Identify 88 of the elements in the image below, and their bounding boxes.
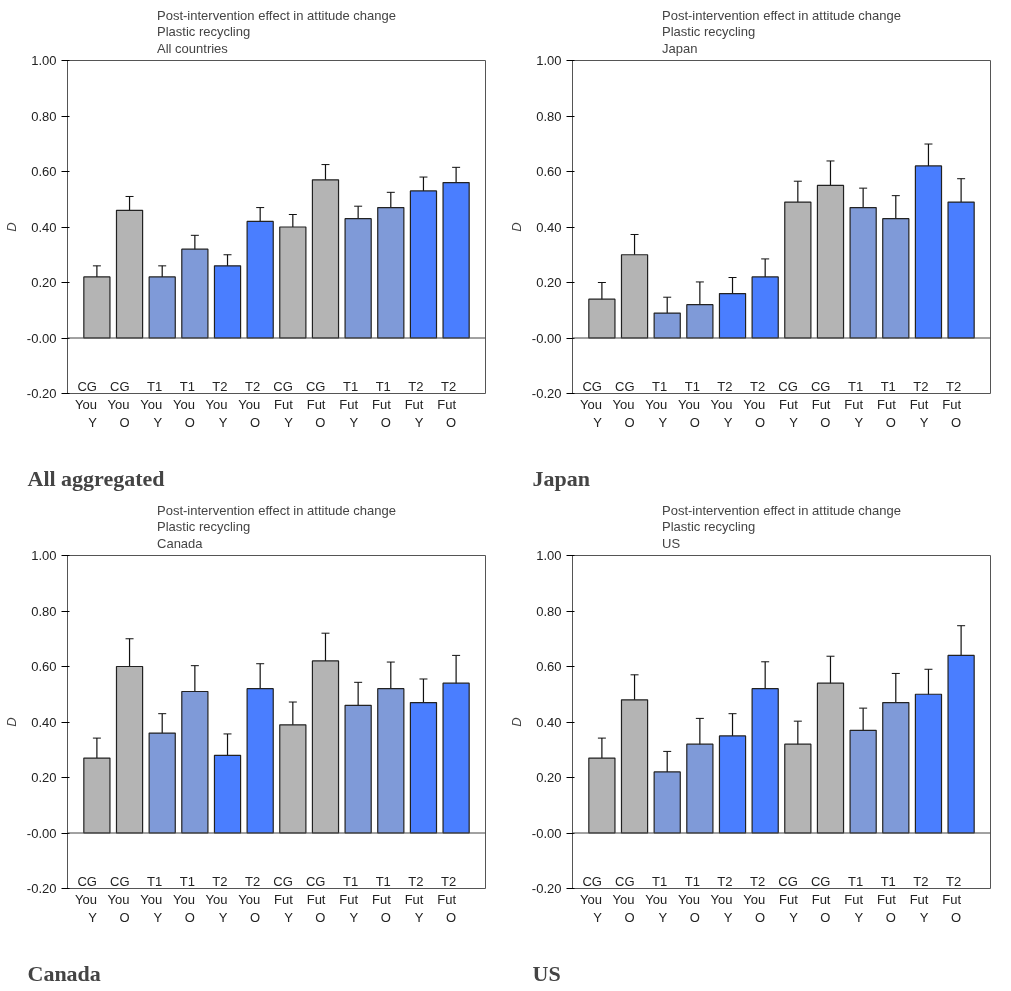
x-tick-label: T2 You Y: [205, 379, 228, 430]
x-tick-label: CG You O: [107, 379, 130, 430]
y-tick-label: -0.00: [531, 330, 562, 346]
y-tick-label: 0.20: [31, 275, 57, 290]
y-axis-title: D: [3, 717, 19, 727]
x-tick-label: T2 You Y: [710, 874, 733, 925]
y-axis-title: D: [508, 222, 524, 232]
x-tick-label: T1 You O: [677, 379, 700, 430]
text: All aggregated: [27, 465, 165, 491]
chart-title: Post-intervention effect in attitude change Plastic recycling Japan: [662, 7, 901, 56]
x-tick-label: T1 You O: [172, 379, 195, 430]
x-tick-label: T2 Fut O: [437, 379, 457, 430]
x-tick-label: T1 Fut O: [372, 379, 392, 430]
y-tick-label: 1.00: [536, 53, 562, 68]
y-tick-label: -0.00: [26, 825, 57, 841]
x-tick-label: CG You O: [612, 379, 635, 430]
y-tick-label: 0.40: [536, 714, 562, 730]
y-tick-label: 0.20: [31, 770, 57, 785]
x-tick-label: T2 Fut O: [437, 874, 457, 925]
x-tick-label: T1 You Y: [140, 874, 163, 925]
y-tick-label: 1.00: [31, 548, 57, 563]
y-tick-label: 0.80: [536, 108, 562, 124]
x-tick-label: T1 Fut Y: [844, 874, 864, 925]
x-tick-label: T1 Fut Y: [339, 874, 359, 925]
y-tick-label: 0.60: [31, 164, 57, 179]
y-tick-label: 0.80: [536, 603, 562, 619]
x-tick-label: T1 You O: [677, 874, 700, 925]
y-tick-label: -0.20: [26, 386, 57, 401]
x-tick-label: CG Fut Y: [778, 379, 799, 430]
chart-title: Post-intervention effect in attitude change Plastic recycling Canada: [157, 502, 396, 551]
x-tick-label: T1 Fut O: [877, 874, 897, 925]
x-tick-label: CG Fut O: [810, 379, 831, 430]
x-tick-label: T2 Fut Y: [404, 874, 424, 925]
x-tick-label: CG Fut O: [305, 379, 326, 430]
x-tick-label: CG You Y: [579, 379, 603, 430]
y-tick-label: 0.60: [536, 659, 562, 674]
x-tick-label: T2 Fut Y: [909, 379, 929, 430]
y-tick-label: -0.20: [531, 881, 562, 896]
x-tick-label: T2 You O: [743, 379, 766, 430]
chart-title: Post-intervention effect in attitude change Plastic recycling US: [662, 502, 901, 551]
y-tick-label: 0.80: [31, 603, 57, 619]
x-tick-label: CG You Y: [579, 874, 603, 925]
y-tick-label: -0.20: [531, 386, 562, 401]
y-tick-label: 0.80: [31, 108, 57, 124]
x-tick-label: T2 Fut Y: [404, 379, 424, 430]
y-tick-label: 0.60: [31, 659, 57, 674]
text: US: [532, 960, 561, 986]
x-tick-label: CG You O: [107, 874, 130, 925]
x-tick-label: T2 You O: [743, 874, 766, 925]
x-tick-label: T1 Fut Y: [339, 379, 359, 430]
y-tick-label: 0.40: [31, 714, 57, 730]
x-tick-label: T2 Fut O: [942, 379, 962, 430]
chart-title: Post-intervention effect in attitude change Plastic recycling All countries: [157, 7, 396, 56]
x-tick-label: T2 Fut Y: [909, 874, 929, 925]
y-tick-label: 0.60: [536, 164, 562, 179]
y-tick-label: 0.40: [536, 219, 562, 235]
y-tick-label: 1.00: [536, 548, 562, 563]
text: Japan: [532, 465, 590, 491]
x-tick-label: CG Fut Y: [273, 874, 294, 925]
y-axis-title: D: [3, 222, 19, 232]
y-tick-label: -0.00: [26, 330, 57, 346]
x-tick-label: T2 You O: [238, 379, 261, 430]
text: Canada: [27, 960, 101, 986]
y-axis-title: D: [508, 717, 524, 727]
x-tick-label: CG Fut Y: [273, 379, 294, 430]
x-tick-label: T1 Fut O: [877, 379, 897, 430]
x-tick-label: T1 You Y: [645, 379, 668, 430]
x-tick-label: T2 You Y: [205, 874, 228, 925]
x-tick-label: CG You Y: [74, 874, 98, 925]
x-tick-label: T2 You Y: [710, 379, 733, 430]
x-tick-label: CG Fut O: [810, 874, 831, 925]
x-tick-label: T2 You O: [238, 874, 261, 925]
x-tick-label: T1 You Y: [645, 874, 668, 925]
x-tick-label: CG Fut Y: [778, 874, 799, 925]
y-tick-label: 0.40: [31, 219, 57, 235]
x-tick-label: T1 You Y: [140, 379, 163, 430]
x-tick-label: CG You Y: [74, 379, 98, 430]
x-tick-label: CG Fut O: [305, 874, 326, 925]
y-tick-label: 0.20: [536, 275, 562, 290]
x-tick-label: T1 You O: [172, 874, 195, 925]
y-tick-label: 0.20: [536, 770, 562, 785]
y-tick-label: -0.00: [531, 825, 562, 841]
x-tick-label: T2 Fut O: [942, 874, 962, 925]
x-tick-label: T1 Fut Y: [844, 379, 864, 430]
x-tick-label: CG You O: [612, 874, 635, 925]
y-tick-label: 1.00: [31, 53, 57, 68]
y-tick-label: -0.20: [26, 881, 57, 896]
x-tick-label: T1 Fut O: [372, 874, 392, 925]
